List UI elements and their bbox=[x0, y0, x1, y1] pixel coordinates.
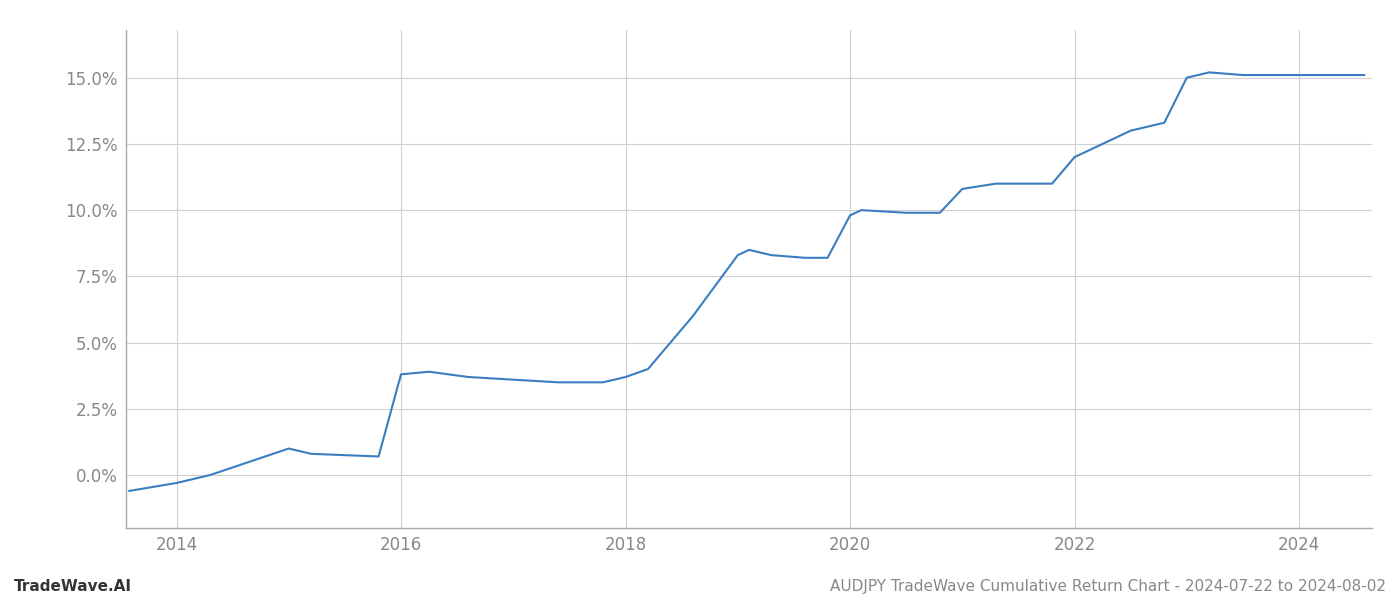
Text: TradeWave.AI: TradeWave.AI bbox=[14, 579, 132, 594]
Text: AUDJPY TradeWave Cumulative Return Chart - 2024-07-22 to 2024-08-02: AUDJPY TradeWave Cumulative Return Chart… bbox=[830, 579, 1386, 594]
